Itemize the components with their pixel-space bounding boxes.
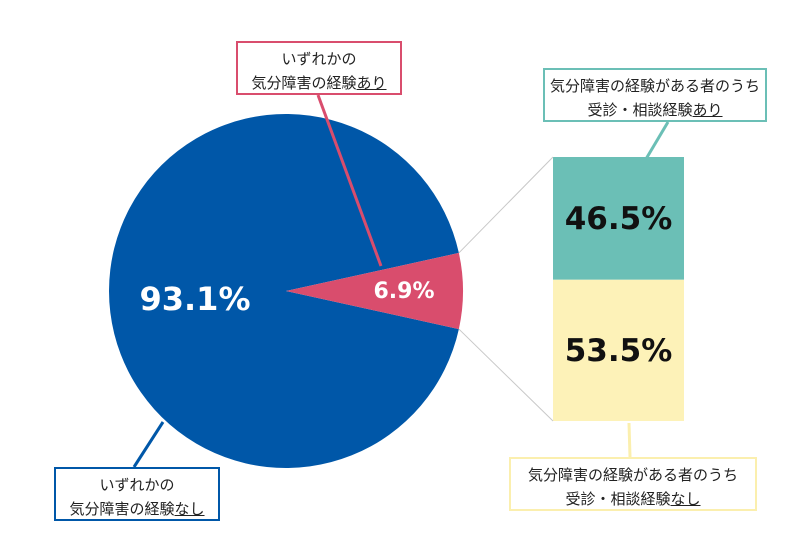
connector-line-bottom: [458, 328, 554, 422]
leader-line-pie-exp-no: [132, 421, 165, 468]
leader-line-pie-exp-yes: [316, 94, 383, 267]
callout-bar-consult-yes: 気分障害の経験がある者のうち 受診・相談経験あり: [543, 68, 767, 122]
connector-line-top: [458, 156, 554, 254]
callout-bar-consult-no: 気分障害の経験がある者のうち 受診・相談経験なし: [509, 457, 757, 511]
callout-line-1: いずれかの: [281, 50, 357, 68]
callout-text: 受診・相談経験: [587, 101, 693, 119]
callout-line-2: 気分障害の経験なし: [56, 497, 218, 521]
pie-slice-experience-no: [109, 113, 459, 468]
callout-line-1: 気分障害の経験がある者のうち: [549, 77, 760, 95]
callout-text: 受診・相談経験: [565, 490, 671, 508]
callout-pie-exp-no: いずれかの 気分障害の経験なし: [54, 467, 220, 521]
leader-line-bar-consult-no: [627, 422, 632, 458]
callout-line-1: 気分障害の経験がある者のうち: [527, 466, 738, 484]
callout-underlined: あり: [356, 74, 387, 92]
pie-slice-experience-yes: [286, 252, 464, 330]
bar-value-label-consult-yes: 46.5%: [565, 201, 673, 237]
callout-underlined: あり: [692, 101, 723, 119]
callout-pie-exp-yes: いずれかの 気分障害の経験あり: [236, 41, 402, 95]
callout-line-2: 気分障害の経験あり: [238, 71, 400, 95]
leader-line-bar-consult-yes: [644, 121, 670, 160]
callout-line-2: 受診・相談経験あり: [545, 98, 765, 122]
callout-text: 気分障害の経験: [69, 500, 175, 518]
bar-segment-consult-no: [553, 279, 684, 421]
callout-underlined: なし: [174, 500, 205, 518]
bar-segment-consult-yes: [553, 157, 684, 280]
bar-value-label-consult-no: 53.5%: [565, 333, 673, 369]
callout-line-2: 受診・相談経験なし: [511, 487, 755, 511]
pie-value-label-yes: 6.9%: [373, 279, 434, 304]
pie-value-label-no: 93.1%: [139, 280, 250, 318]
callout-underlined: なし: [670, 490, 701, 508]
callout-text: 気分障害の経験: [251, 74, 357, 92]
callout-line-1: いずれかの: [99, 476, 175, 494]
